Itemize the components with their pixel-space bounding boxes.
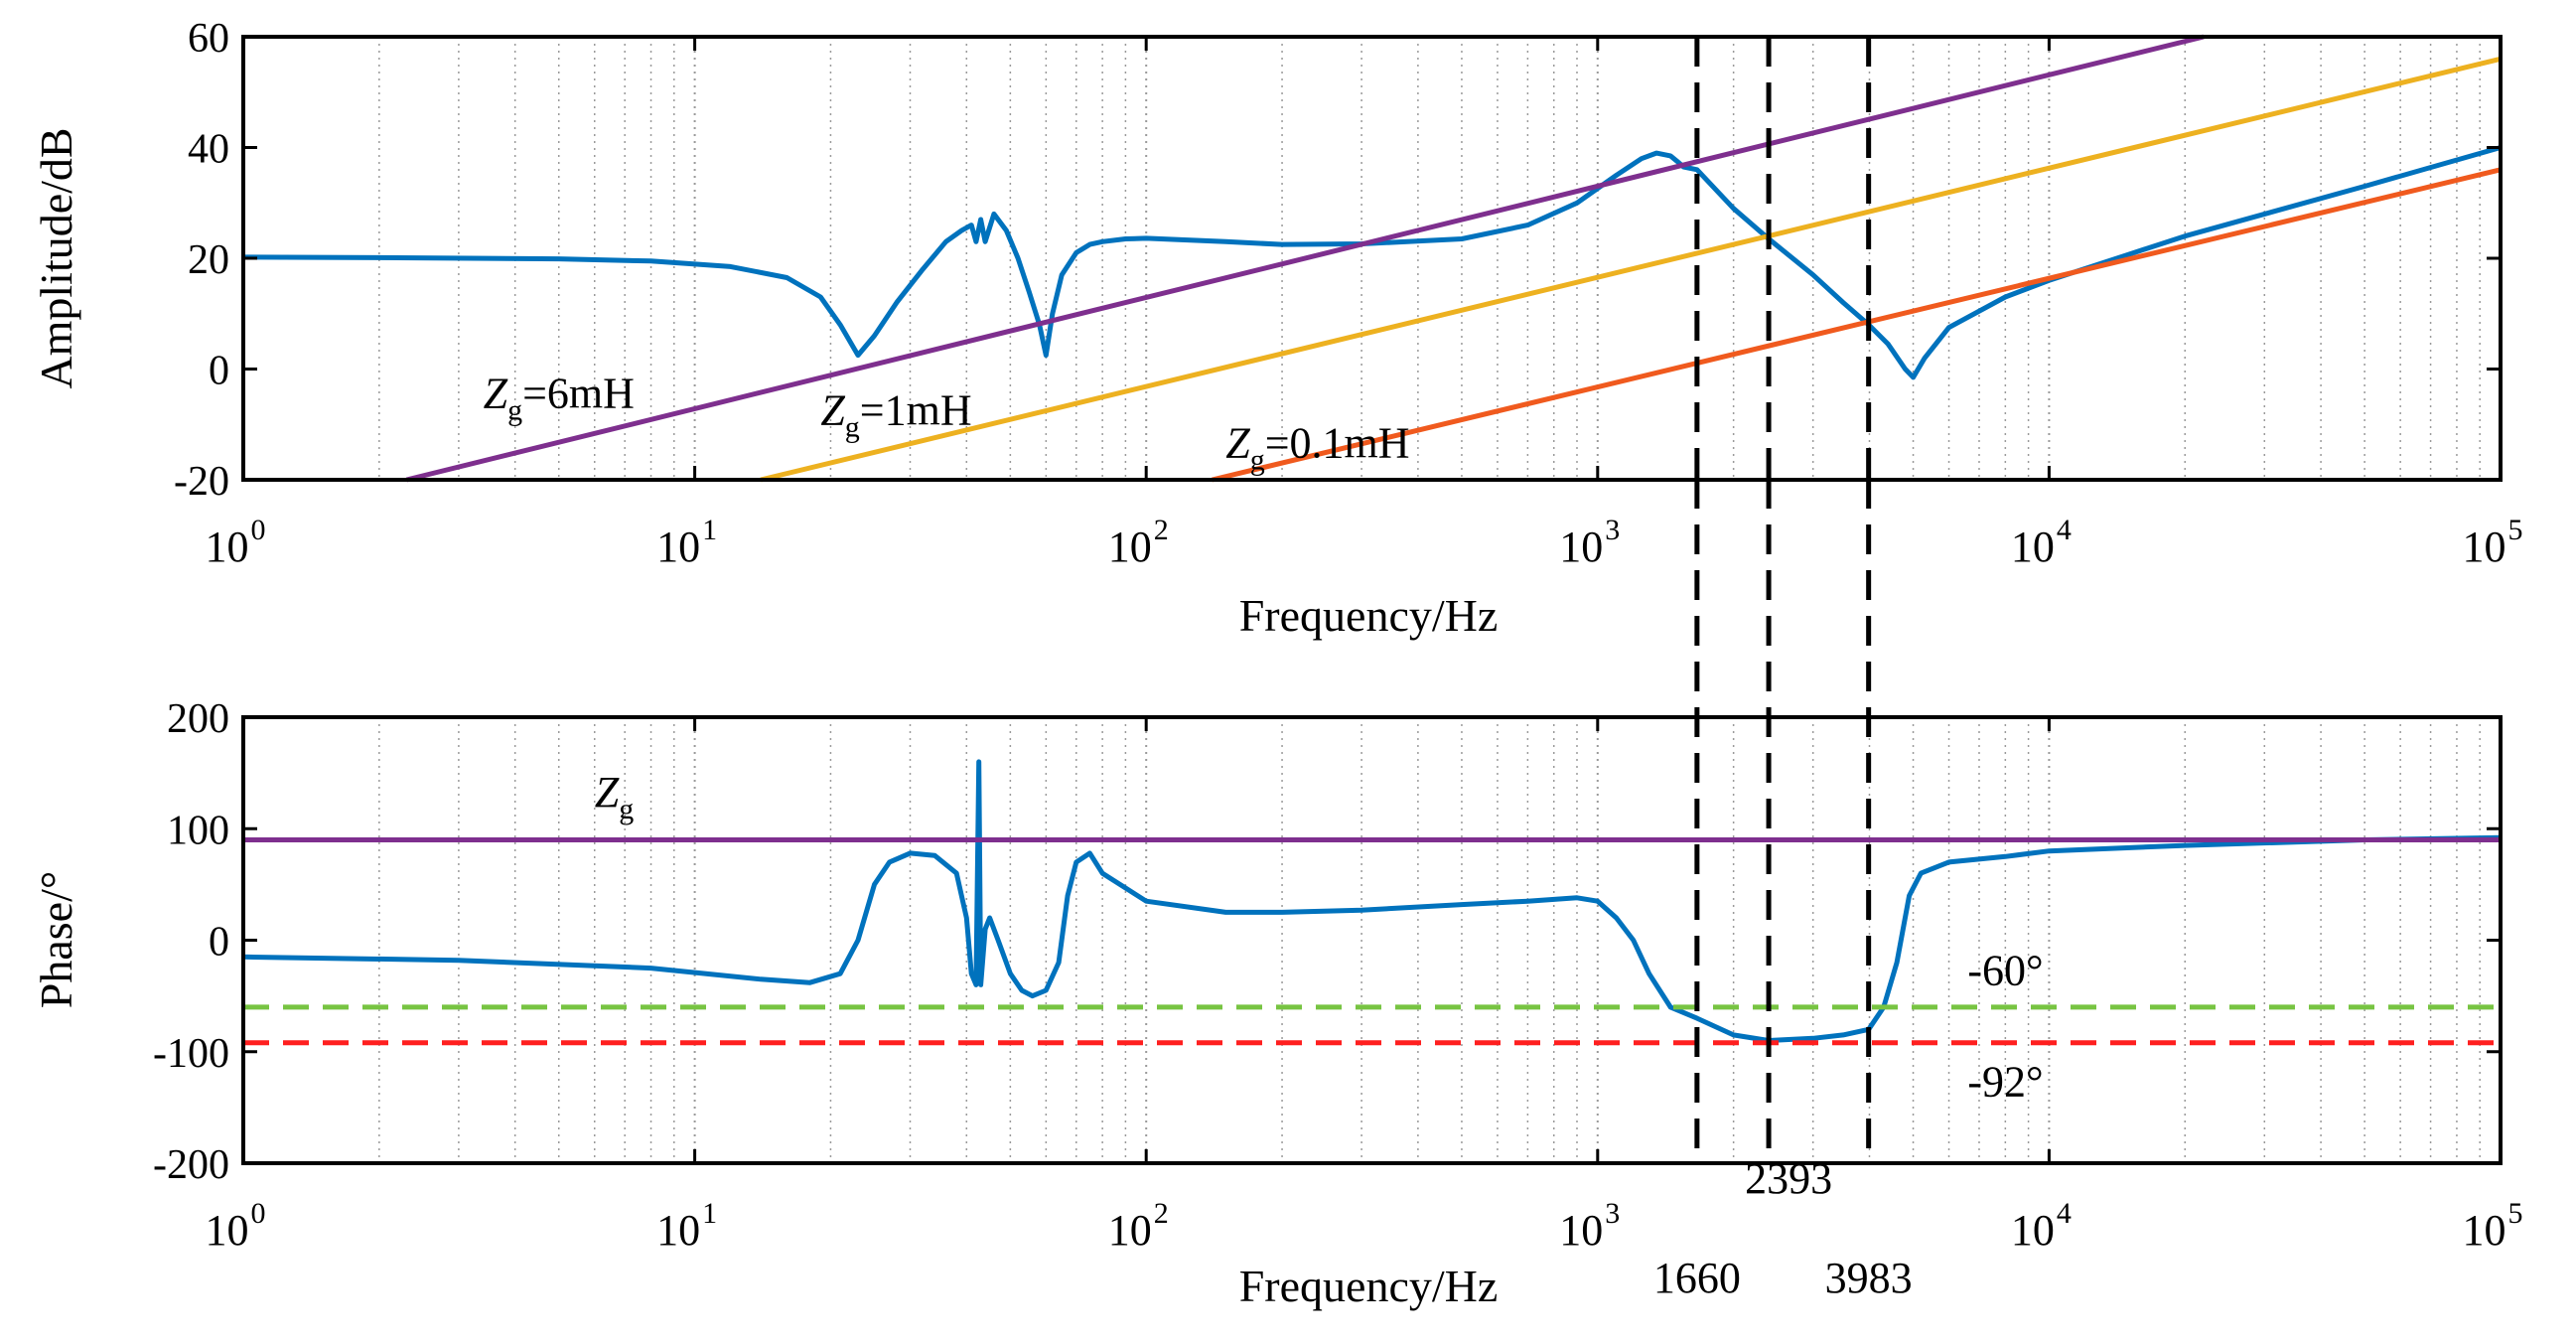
x-tick-label: 101: [656, 514, 717, 571]
annotation-label: -92°: [1967, 1058, 2043, 1107]
annotation-label: -60°: [1967, 946, 2043, 994]
y-tick-label: 200: [167, 696, 229, 742]
x-tick-label: 102: [1108, 514, 1169, 571]
frequency-marker-label: 1660: [1653, 1254, 1741, 1302]
y-tick-label: 40: [188, 127, 229, 173]
annotation-label: Zg=1mH: [820, 385, 971, 443]
amplitude-panel: 60 40 20 0 -20 100 101 102 103 104 105 Zg=6mH Zg=1m…: [31, 16, 2523, 641]
phase-y-label: Phase/°: [31, 871, 81, 1009]
y-tick-label: 100: [167, 808, 229, 853]
annotation-label: Zg: [595, 768, 634, 825]
x-tick-label: 105: [2463, 514, 2523, 571]
amplitude-ticks: 60 40 20 0 -20 100 101 102 103 104 105: [174, 16, 2523, 571]
phase-annotations: 1660 2393 3983 Zg -60° -92°: [595, 768, 2044, 1302]
phase-series: [242, 759, 2502, 1046]
x-tick-label: 102: [1108, 1197, 1169, 1255]
phase-x-label: Frequency/Hz: [1239, 1261, 1499, 1311]
y-tick-label: 0: [209, 349, 229, 394]
x-tick-label: 101: [656, 1197, 717, 1255]
phase-axes-frame: [241, 715, 2503, 1165]
phase-ticks: 200 100 0 -100 -200 100 101 102 103 104 105: [153, 696, 2523, 1255]
frequency-marker-label: 2393: [1745, 1154, 1832, 1203]
annotation-label: Zg=0.1mH: [1225, 419, 1409, 477]
annotation-label: Zg=6mH: [484, 370, 635, 427]
y-tick-label: -100: [153, 1031, 229, 1077]
frequency-marker-label: 3983: [1825, 1254, 1913, 1302]
series-line: [405, 34, 2205, 483]
amplitude-y-label: Amplitude/dB: [31, 127, 81, 388]
series-line: [760, 56, 2502, 483]
y-tick-label: 0: [209, 920, 229, 966]
y-tick-label: -200: [153, 1142, 229, 1188]
x-tick-label: 103: [1559, 1197, 1620, 1255]
amplitude-series: [242, 34, 2502, 483]
amplitude-x-label: Frequency/Hz: [1239, 590, 1499, 641]
amplitude-grid: [378, 37, 2481, 480]
series-line: [1212, 167, 2502, 483]
y-tick-label: -20: [174, 459, 229, 505]
phase-grid: [378, 717, 2481, 1163]
x-tick-label: 100: [206, 1197, 266, 1255]
amplitude-annotations: Zg=6mH Zg=1mH Zg=0.1mH: [484, 370, 1410, 477]
y-tick-label: 20: [188, 237, 229, 283]
x-tick-label: 103: [1559, 514, 1620, 571]
y-tick-label: 60: [188, 16, 229, 62]
x-tick-label: 105: [2463, 1197, 2523, 1255]
x-tick-label: 100: [206, 514, 266, 571]
x-tick-label: 104: [2011, 514, 2072, 571]
x-tick-label: 104: [2011, 1197, 2072, 1255]
series-line: [242, 145, 2502, 380]
amplitude-vlines: [1694, 37, 1872, 480]
series-line: [242, 759, 2502, 1043]
phase-vlines: [1694, 479, 1872, 1163]
